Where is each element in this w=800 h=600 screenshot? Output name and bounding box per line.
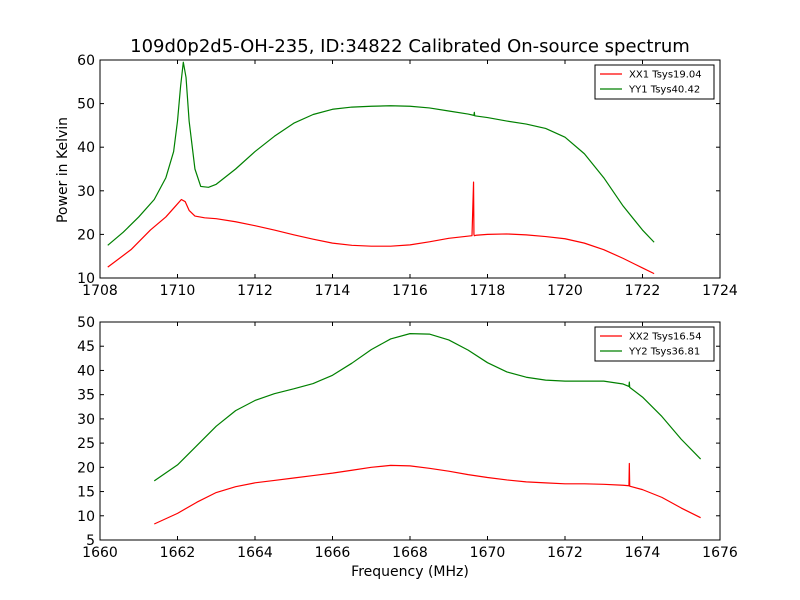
x-tick-label: 1714 bbox=[315, 283, 351, 299]
y-tick-label: 40 bbox=[77, 140, 95, 156]
y-tick-label: 10 bbox=[77, 509, 95, 525]
x-tick-label: 1708 bbox=[82, 283, 118, 299]
y-tick-label: 45 bbox=[77, 339, 95, 355]
x-tick-label: 1674 bbox=[625, 545, 661, 561]
x-tick-label: 1676 bbox=[702, 545, 738, 561]
y-tick-label: 40 bbox=[77, 363, 95, 379]
y-tick-label: 60 bbox=[77, 53, 95, 69]
legend-box bbox=[594, 64, 715, 100]
series-line-xx bbox=[154, 462, 701, 525]
legend-label: XX2 Tsys16.54 bbox=[629, 332, 702, 343]
y-tick-label: 20 bbox=[77, 460, 95, 476]
x-tick-label: 1660 bbox=[82, 545, 118, 561]
legend-label: XX1 Tsys19.04 bbox=[629, 70, 702, 81]
y-tick-label: 35 bbox=[77, 388, 95, 404]
x-tick-label: 1710 bbox=[160, 283, 196, 299]
bottom-chart: 1660 1662 1664 1666 1668 1670 1672 1674 1676 5 10 1… bbox=[77, 315, 738, 561]
top-chart: 1708 1710 1712 1714 1716 1718 1720 1722 1724 10 20… bbox=[77, 53, 738, 299]
x-tick-label: 1720 bbox=[547, 283, 583, 299]
y-tick-label: 30 bbox=[77, 184, 95, 200]
legend: XX2 Tsys16.54 YY2 Tsys36.81 bbox=[594, 326, 715, 362]
x-tick-label: 1716 bbox=[392, 283, 428, 299]
y-tick-label: 20 bbox=[77, 227, 95, 243]
x-tick-label: 1670 bbox=[470, 545, 506, 561]
y-tick-label: 30 bbox=[77, 412, 95, 428]
y-tick-label: 50 bbox=[77, 97, 95, 113]
x-tick-label: 1718 bbox=[470, 283, 506, 299]
x-tick-label: 1668 bbox=[392, 545, 428, 561]
series-line-yy bbox=[153, 333, 702, 482]
legend-label: YY2 Tsys36.81 bbox=[628, 347, 700, 358]
x-tick-label: 1664 bbox=[237, 545, 273, 561]
y-tick-label: 5 bbox=[86, 533, 95, 549]
x-axis-label: Frequency (MHz) bbox=[351, 564, 469, 580]
x-tick-label: 1666 bbox=[315, 545, 351, 561]
legend: XX1 Tsys19.04 YY1 Tsys40.42 bbox=[594, 64, 715, 100]
y-tick-label: 50 bbox=[77, 315, 95, 331]
x-tick-label: 1724 bbox=[702, 283, 738, 299]
series-line-yy bbox=[107, 61, 655, 246]
y-tick-label: 10 bbox=[77, 271, 95, 287]
y-tick-label: 25 bbox=[77, 436, 95, 452]
legend-label: YY1 Tsys40.42 bbox=[628, 85, 700, 96]
x-tick-label: 1712 bbox=[237, 283, 273, 299]
x-tick-label: 1672 bbox=[547, 545, 583, 561]
x-tick-label: 1662 bbox=[160, 545, 196, 561]
series-line-xx bbox=[107, 181, 655, 275]
x-tick-label: 1722 bbox=[625, 283, 661, 299]
y-axis-label: Power in Kelvin bbox=[55, 117, 71, 223]
y-tick-label: 15 bbox=[77, 485, 95, 501]
legend-box bbox=[594, 326, 715, 362]
figure-title: 109d0p2d5-OH-235, ID:34822 Calibrated On… bbox=[130, 36, 690, 57]
